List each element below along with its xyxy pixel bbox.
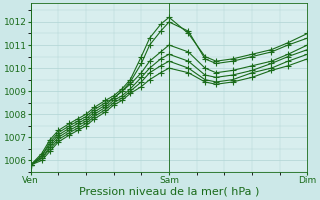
X-axis label: Pression niveau de la mer( hPa ): Pression niveau de la mer( hPa ): [79, 187, 259, 197]
